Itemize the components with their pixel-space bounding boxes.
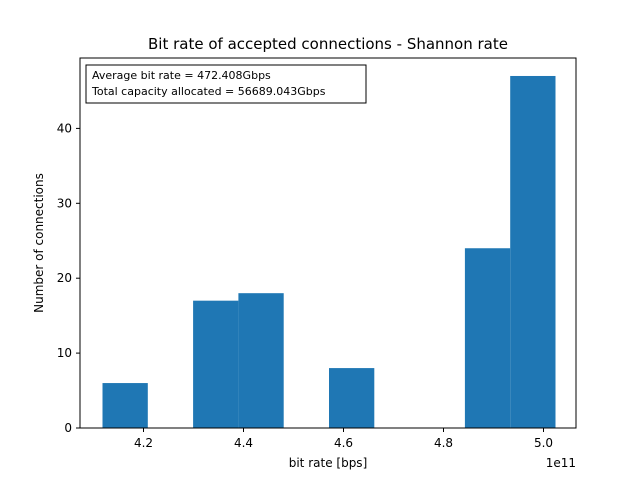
histogram-bars <box>102 75 556 428</box>
histogram-bar <box>464 248 511 428</box>
x-axis-ticks: 4.2 4.4 4.6 4.8 5.0 <box>134 428 553 450</box>
x-tick-label: 4.8 <box>434 436 453 450</box>
x-tick-label: 4.4 <box>234 436 253 450</box>
x-axis-offset-label: 1e11 <box>546 456 576 470</box>
histogram-bar <box>102 383 148 428</box>
stats-annotation-box: Average bit rate = 472.408Gbps Total cap… <box>85 64 367 104</box>
x-tick-label: 4.6 <box>334 436 353 450</box>
histogram-bar <box>510 75 556 428</box>
x-tick-label: 4.2 <box>134 436 153 450</box>
y-axis-ticks: 0 10 20 30 40 <box>57 121 80 435</box>
axes-frame <box>79 57 577 429</box>
histogram-bar <box>193 300 239 428</box>
histogram-bar <box>238 293 284 428</box>
annotation-total-capacity: Total capacity allocated = 56689.043Gbps <box>91 85 326 98</box>
histogram-bar <box>329 368 375 428</box>
y-tick-label: 10 <box>57 346 72 360</box>
y-tick-label: 0 <box>64 421 72 435</box>
chart-title: Bit rate of accepted connections - Shann… <box>148 35 508 53</box>
annotation-average-bit-rate: Average bit rate = 472.408Gbps <box>92 69 271 82</box>
x-axis-label: bit rate [bps] <box>289 456 368 470</box>
y-tick-label: 30 <box>57 196 72 210</box>
y-tick-label: 20 <box>57 271 72 285</box>
y-axis-label: Number of connections <box>32 173 46 313</box>
annotation-frame <box>85 64 367 104</box>
x-tick-label: 5.0 <box>534 436 553 450</box>
y-tick-label: 40 <box>57 121 72 135</box>
